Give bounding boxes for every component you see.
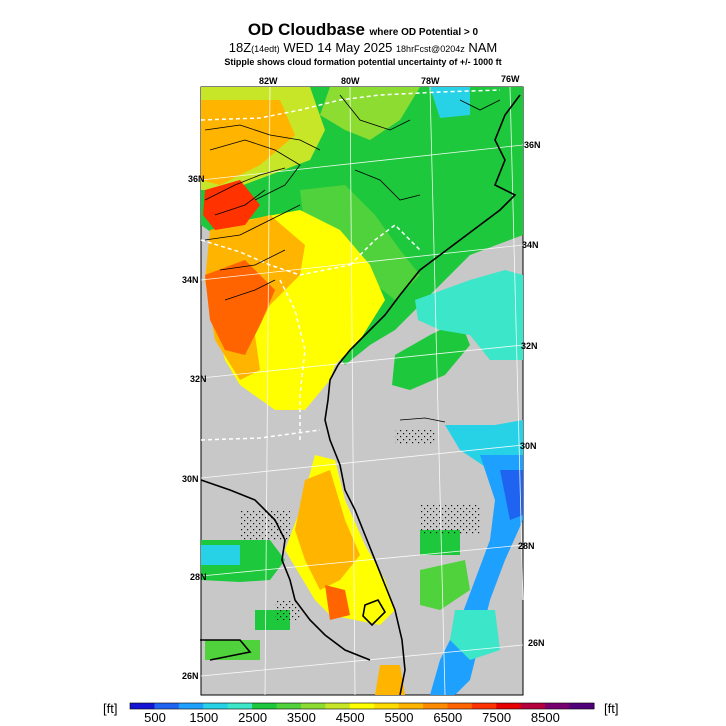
colorbar-cell [496,703,522,709]
lon-label-76w: 76W [501,74,520,84]
lat-right-26n: 26N [528,638,545,648]
field-red-florida [325,585,350,620]
colorbar-cell [423,703,448,709]
stipple-note: Stipple shows cloud formation potential … [224,57,502,67]
lat-left-26n: 26N [182,671,199,681]
terrain-contours [204,94,501,423]
field-cyan-bahamas [450,610,500,660]
colorbar-cell [471,703,497,709]
field-green-south [420,530,460,555]
lat-right-34n: 34N [522,240,539,250]
valid-time: 18Z [228,40,252,55]
colorbar-cell [374,703,400,709]
colorbar-cell [520,703,546,709]
lat-left-32n: 32N [190,374,207,384]
field-green-keys [205,640,260,660]
field-orange-florida [295,470,360,590]
colorbar-cell [300,703,326,709]
colorbar-cell [398,703,424,709]
cloudbase-field [201,87,523,695]
lat-right-32n: 32N [521,341,538,351]
colorbar-tick-label: 500 [144,710,166,725]
forecast-run: 18hrFcst@0204z [396,44,465,54]
lat-right-30n: 30N [520,441,537,451]
colorbar-tick-label: 1500 [189,710,219,725]
field-cyan-atlantic [415,270,523,360]
lat-right-36n: 36N [524,140,541,150]
chart-title: OD Cloudbase where OD Potential > 0 [0,20,726,40]
field-green-mid [300,185,420,300]
forecast-day: WED 14 May 2025 [283,40,393,55]
colorbar-tick-label: 5500 [384,710,414,725]
colorbar-frame [129,702,595,710]
local-time: (14edt) [251,44,280,54]
coastline [200,94,521,696]
lon-label-78w: 78W [421,76,440,86]
colorbar-cells [129,702,595,710]
field-cyan-northeast [430,87,470,118]
state-borders [200,89,501,441]
colorbar-cell [203,703,229,709]
lat-left-28n: 28N [190,572,207,582]
title-suffix: where OD Potential > 0 [369,27,479,38]
colorbar-tick-label: 7500 [482,710,512,725]
field-red-appalachian [203,180,260,230]
lat-right-28n: 28N [518,541,535,551]
colorbar-cell [130,703,155,709]
colorbar-tick-label: 4500 [335,710,365,725]
field-green-bahamas [420,560,470,610]
field-green-atlantic [392,320,470,390]
lon-label-80w: 80W [341,76,360,86]
colorbar-cell [227,703,253,709]
field-red-southwest [205,260,275,355]
colorbar-cell [276,703,302,709]
colorbar-cell [349,703,375,709]
lat-left-30n: 30N [182,474,199,484]
colorbar-tick-label: 2500 [238,710,268,725]
chart-subtitle: 18Z(14edt) WED 14 May 2025 18hrFcst@0204… [0,40,726,55]
colorbar-unit-left: [ft] [103,701,118,716]
colorbar-cell [178,703,204,709]
colorbar-cell [154,703,180,709]
lat-left-36n: 36N [188,174,205,184]
field-deepblue-atlantic [500,470,523,520]
lat-left-34n: 34N [182,275,199,285]
colorbar-cell [325,703,351,709]
graticule [200,86,524,696]
colorbar-unit-right: [ft] [604,701,619,716]
colorbar-cell [447,703,473,709]
colorbar-tick-label: 8500 [530,710,560,725]
colorbar-cell [569,703,595,709]
model-name: NAM [468,40,498,55]
field-orange-southtip [375,665,405,695]
field-cyan-panhandle [201,545,240,565]
colorbar-cell [545,703,571,709]
colorbar-tick-label: 6500 [433,710,463,725]
title-main: OD Cloudbase [247,20,365,39]
colorbar-tick-label: 3500 [286,710,316,725]
field-orange-north [201,100,295,185]
lon-label-82w: 82W [259,76,278,86]
colorbar-cell [252,703,278,709]
field-yellowgreen [320,87,420,140]
